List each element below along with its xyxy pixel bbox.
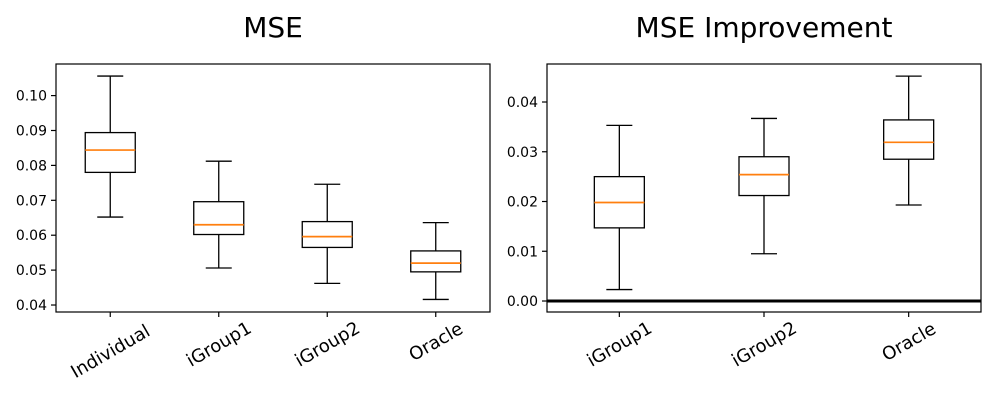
y-axis-tick-label: 0.04 bbox=[16, 298, 47, 314]
y-axis-tick-label: 0.03 bbox=[507, 145, 538, 161]
y-axis-tick-label: 0.10 bbox=[16, 89, 47, 105]
panel-mse-improvement: MSE Improvement 0.00 0.01 0.02 0.03 0.04 iGrou… bbox=[507, 11, 982, 372]
box-igroup2 bbox=[301, 220, 353, 249]
box-igroup1 bbox=[193, 201, 245, 236]
panel-mse: MSE 0.04 0.05 0.06 0.07 0.08 0.09 0.10 Individua… bbox=[16, 11, 491, 383]
box-individual bbox=[84, 131, 136, 174]
box-igroup2 bbox=[738, 156, 790, 197]
x-axis-tick-label-oracle: Oracle bbox=[878, 318, 939, 365]
x-axis-tick-label-igroup2: iGroup2 bbox=[292, 318, 364, 372]
y-axis-tick-label: 0.04 bbox=[507, 95, 538, 111]
y-axis-tick-label: 0.06 bbox=[16, 228, 47, 244]
plot-border-mse bbox=[55, 63, 491, 313]
x-axis-tick-label-oracle: Oracle bbox=[406, 318, 467, 365]
plot-border-mse-improvement bbox=[546, 63, 982, 313]
y-axis-tick-label: 0.07 bbox=[16, 193, 47, 209]
y-axis-tick-label: 0.08 bbox=[16, 158, 47, 174]
x-axis-tick-label-igroup2: iGroup2 bbox=[728, 318, 800, 372]
y-axis-tick-label: 0.09 bbox=[16, 123, 47, 139]
x-axis-tick-label-individual: Individual bbox=[67, 321, 153, 383]
chart-title-mse: MSE bbox=[243, 11, 303, 44]
y-axis-tick-label: 0.05 bbox=[16, 263, 47, 279]
chart-title-mse-improvement: MSE Improvement bbox=[636, 11, 893, 44]
x-axis-tick-label-igroup1: iGroup1 bbox=[183, 318, 255, 372]
box-oracle bbox=[883, 119, 935, 160]
y-axis-tick-label: 0.01 bbox=[507, 244, 538, 260]
x-axis-tick-label-igroup1: iGroup1 bbox=[584, 318, 656, 372]
box-oracle bbox=[410, 250, 462, 273]
y-axis-tick-label: 0.00 bbox=[507, 294, 538, 310]
y-axis-tick-label: 0.02 bbox=[507, 195, 538, 211]
